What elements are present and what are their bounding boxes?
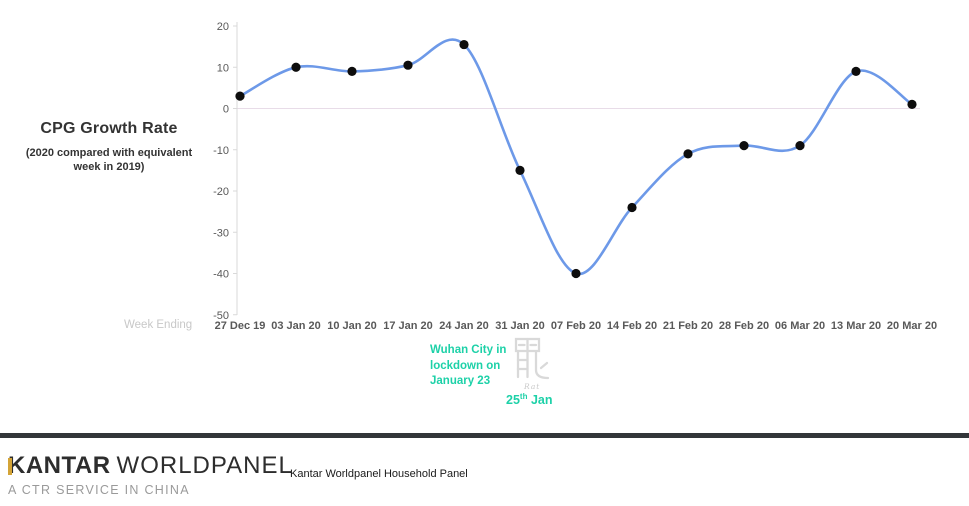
kantar-worldpanel-logo: KANTAR WORLDPANEL A CTR SERVICE IN CHINA bbox=[8, 453, 293, 497]
y-tick-label: -30 bbox=[213, 227, 229, 239]
y-tick-label: -40 bbox=[213, 269, 229, 281]
x-tick-label: 10 Jan 20 bbox=[327, 320, 377, 332]
y-tick-label: 10 bbox=[217, 62, 229, 74]
lockdown-annotation: Wuhan City in lockdown on January 23 bbox=[430, 343, 520, 390]
y-tick-label: -10 bbox=[213, 145, 229, 157]
data-point-marker bbox=[851, 66, 861, 76]
x-tick-label: 03 Jan 20 bbox=[271, 320, 321, 332]
logo-tagline: A CTR SERVICE IN CHINA bbox=[8, 483, 190, 497]
data-point-marker bbox=[571, 268, 581, 279]
lockdown-annotation-line1: Wuhan City in bbox=[430, 344, 507, 356]
data-point-marker bbox=[907, 99, 917, 109]
chart-canvas: 20 10 0 -10 -20 -30 -40 -50 27 Dec 19 03 Jan 20 1… bbox=[213, 21, 937, 332]
footer-caption: Kantar Worldpanel Household Panel bbox=[290, 468, 468, 480]
data-point-marker bbox=[795, 141, 805, 151]
lockdown-date-month: Jan bbox=[527, 393, 553, 408]
y-tick-label: -20 bbox=[213, 186, 229, 198]
y-tick-label: 0 bbox=[223, 104, 229, 116]
y-tick-label: 20 bbox=[217, 21, 229, 33]
data-point-marker bbox=[403, 60, 413, 70]
data-point-marker bbox=[291, 62, 301, 72]
data-point-marker bbox=[235, 91, 245, 101]
lockdown-date-ordinal: th bbox=[519, 392, 528, 401]
x-tick-label: 21 Feb 20 bbox=[663, 320, 713, 332]
data-point-marker bbox=[515, 165, 525, 175]
lockdown-date: 25th Jan bbox=[506, 392, 552, 407]
x-tick-label: 13 Mar 20 bbox=[831, 320, 881, 332]
data-point-marker bbox=[347, 66, 357, 76]
y-tick-label: -50 bbox=[213, 310, 229, 322]
chart-title: CPG Growth Rate bbox=[40, 120, 178, 137]
lockdown-annotation-line3: January 23 bbox=[430, 375, 491, 387]
lockdown-annotation-line2: lockdown on bbox=[430, 359, 501, 372]
logo-wordmark: KANTAR WORLDPANEL bbox=[8, 453, 293, 479]
data-point-marker bbox=[459, 39, 469, 50]
x-tick-label: 14 Feb 20 bbox=[607, 320, 657, 332]
x-tick-label: 27 Dec 19 bbox=[215, 320, 266, 332]
zodiac-rat-label: Rat bbox=[524, 382, 541, 391]
x-tick-label: 31 Jan 20 bbox=[495, 320, 545, 332]
chart-title-block: CPG Growth Rate (2020 compared with equi… bbox=[16, 120, 202, 174]
x-tick-label: 06 Mar 20 bbox=[775, 320, 825, 332]
data-point-marker bbox=[739, 141, 749, 151]
x-tick-label: 07 Feb 20 bbox=[551, 320, 601, 332]
logo-k-accent-bar bbox=[8, 458, 12, 475]
data-point-marker bbox=[627, 202, 637, 213]
x-axis-labels: 27 Dec 19 03 Jan 20 10 Jan 20 17 Jan 20 24 J… bbox=[215, 320, 937, 332]
x-tick-label: 20 Mar 20 bbox=[887, 320, 937, 332]
x-tick-label: 17 Jan 20 bbox=[383, 320, 433, 332]
x-axis-title: Week Ending bbox=[124, 319, 193, 331]
logo-kantar: KANTAR bbox=[8, 452, 111, 479]
data-points bbox=[235, 39, 917, 279]
footer-divider bbox=[0, 433, 969, 438]
x-tick-label: 24 Jan 20 bbox=[439, 320, 489, 332]
data-point-marker bbox=[683, 149, 693, 159]
x-tick-label: 28 Feb 20 bbox=[719, 320, 769, 332]
cpg-growth-chart: 20 10 0 -10 -20 -30 -40 -50 27 Dec 19 03 Jan 20 1… bbox=[16, 21, 937, 407]
zodiac-rat-icon bbox=[514, 337, 550, 380]
lockdown-date-day: 25 bbox=[506, 393, 520, 408]
y-axis-ticks: 20 10 0 -10 -20 -30 -40 -50 bbox=[213, 21, 237, 322]
growth-rate-line bbox=[238, 38, 914, 276]
logo-worldpanel: WORLDPANEL bbox=[116, 452, 293, 479]
chart-subtitle: (2020 compared with equivalent week in 2… bbox=[25, 147, 193, 173]
